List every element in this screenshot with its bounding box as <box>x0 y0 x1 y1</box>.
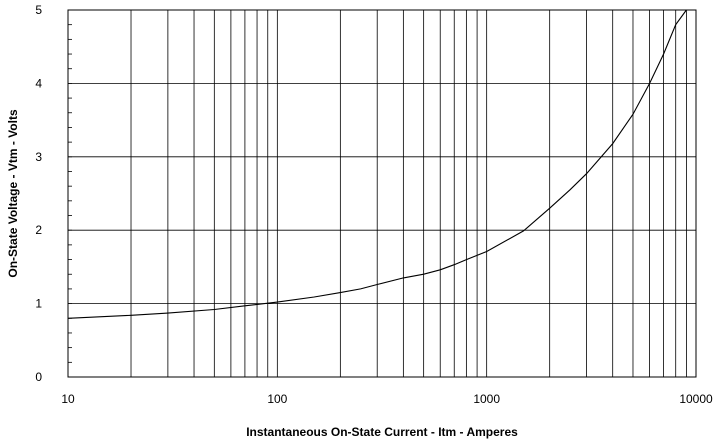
series-line <box>67 9 687 319</box>
y-tick-label: 4 <box>35 76 42 90</box>
x-tick-label: 1000 <box>473 392 500 406</box>
grid-lines <box>67 9 696 378</box>
plot-frame <box>67 9 697 378</box>
x-tick-label: 10000 <box>679 392 713 406</box>
y-tick-label: 0 <box>35 370 42 384</box>
y-tick-labels: 0 1 2 3 4 5 <box>35 3 42 384</box>
x-axis-label: Instantaneous On-State Current - Itm - A… <box>246 425 518 439</box>
axis-minor-ticks <box>68 9 72 378</box>
x-tick-labels: 10 100 1000 10000 <box>61 392 713 406</box>
y-axis-label: On-State Voltage - Vtm - Volts <box>6 109 20 278</box>
x-tick-label: 100 <box>267 392 287 406</box>
y-tick-label: 2 <box>35 223 42 237</box>
y-tick-label: 5 <box>35 3 42 17</box>
x-tick-label: 10 <box>61 392 75 406</box>
y-tick-label: 1 <box>35 297 42 311</box>
y-tick-label: 3 <box>35 150 42 164</box>
series-group <box>67 9 687 319</box>
